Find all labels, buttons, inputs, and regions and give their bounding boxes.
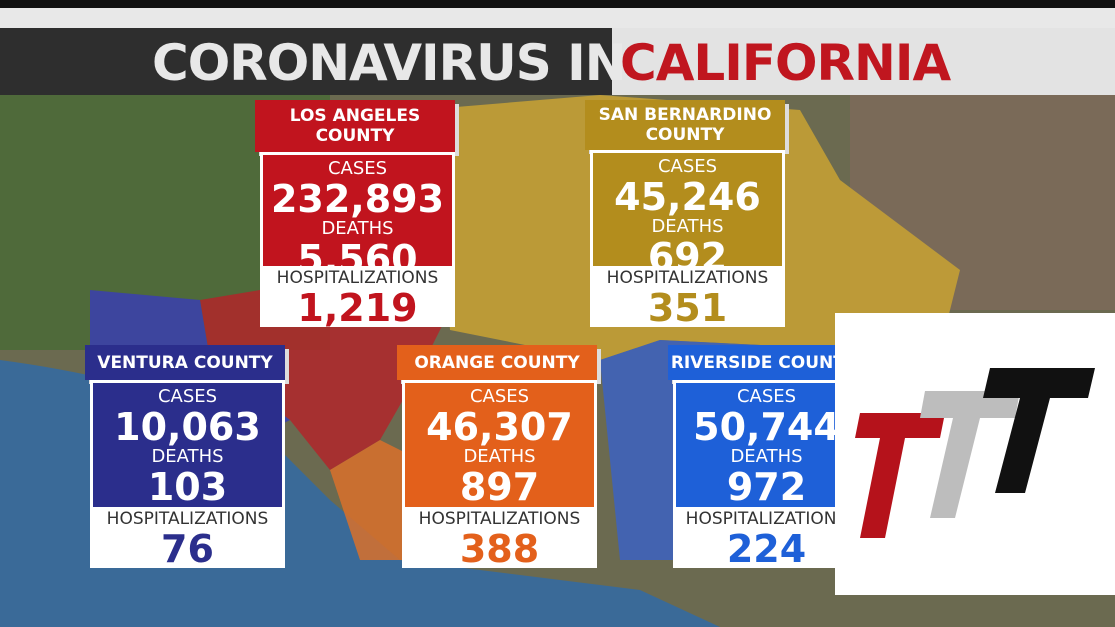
cases-label: CASES (157, 386, 218, 407)
county-name: LOS ANGELES COUNTY (255, 100, 455, 152)
cases-label: CASES (736, 386, 797, 407)
hospitalizations-label: HOSPITALIZATIONS (606, 268, 769, 288)
county-name: ORANGE COUNTY (397, 345, 597, 380)
deaths-label: DEATHS (730, 446, 803, 467)
deaths-label: DEATHS (151, 446, 224, 467)
hospitalizations-panel: HOSPITALIZATIONS 351 (593, 266, 782, 328)
hospitalizations-panel: HOSPITALIZATIONS 388 (405, 507, 594, 569)
county-card: CASES 50,744 DEATHS 972 HOSPITALIZATIONS 224 (673, 380, 860, 569)
deaths-label: DEATHS (463, 446, 536, 467)
hospitalizations-value: 351 (647, 286, 728, 330)
hospitalizations-panel: HOSPITALIZATIONS 76 (93, 507, 282, 569)
county-name: SAN BERNARDINO COUNTY (585, 100, 785, 150)
county-card: CASES 46,307 DEATHS 897 HOSPITALIZATIONS 388 (402, 380, 597, 569)
logo-mark (855, 368, 1095, 538)
hospitalizations-label: HOSPITALIZATIONS (106, 509, 269, 529)
deaths-value: 103 (147, 465, 228, 509)
hospitalizations-label: HOSPITALIZATIONS (418, 509, 581, 529)
deaths-label: DEATHS (321, 218, 394, 239)
county-name: VENTURA COUNTY (85, 345, 285, 380)
cases-value: 50,744 (693, 405, 840, 449)
title-highlight: CALIFORNIA (620, 34, 951, 92)
hospitalizations-value: 1,219 (297, 286, 418, 330)
hospitalizations-value: 388 (459, 527, 540, 571)
cases-value: 10,063 (114, 405, 261, 449)
deaths-label: DEATHS (651, 216, 724, 237)
cases-value: 45,246 (614, 175, 761, 219)
cases-label: CASES (657, 156, 718, 177)
hospitalizations-panel: HOSPITALIZATIONS 1,219 (263, 266, 452, 328)
logo (835, 313, 1115, 595)
cases-label: CASES (469, 386, 530, 407)
cases-value: 232,893 (270, 177, 445, 221)
title-part: CORONAVIRUS IN (152, 34, 627, 92)
hospitalizations-label: HOSPITALIZATIONS (276, 268, 439, 288)
county-name: RIVERSIDE COUNTY (668, 345, 860, 380)
hospitalizations-value: 76 (161, 527, 214, 571)
cases-label: CASES (327, 158, 388, 179)
county-card: CASES 10,063 DEATHS 103 HOSPITALIZATIONS 76 (90, 380, 285, 569)
hospitalizations-label: HOSPITALIZATIONS (685, 509, 848, 529)
deaths-value: 972 (726, 465, 807, 509)
hospitalizations-panel: HOSPITALIZATIONS 224 (676, 507, 857, 569)
county-card: CASES 45,246 DEATHS 692 HOSPITALIZATIONS 351 (590, 150, 785, 328)
hospitalizations-value: 224 (726, 527, 807, 571)
deaths-value: 897 (459, 465, 540, 509)
cases-value: 46,307 (426, 405, 573, 449)
county-card: CASES 232,893 DEATHS 5,560 HOSPITALIZATIONS 1… (260, 152, 455, 328)
